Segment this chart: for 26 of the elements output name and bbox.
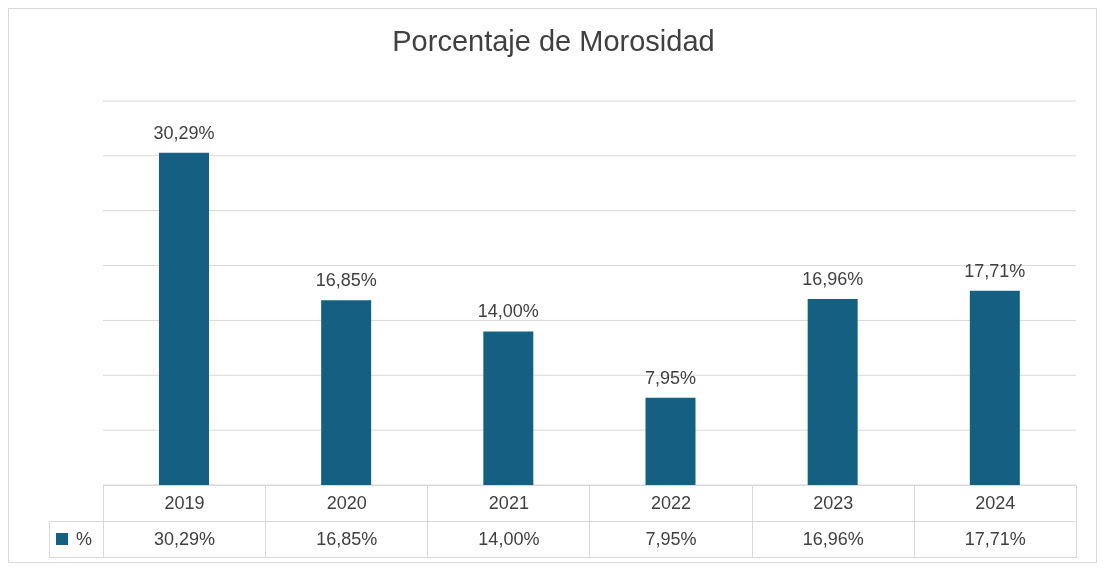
x-tick-label: 2019 (103, 485, 266, 522)
data-label: 16,96% (752, 521, 915, 558)
text: 14,00% (477, 301, 539, 322)
text: 17,71% (964, 260, 1026, 281)
bar (807, 298, 858, 485)
text: 30,29% (153, 122, 215, 143)
text: 7,95% (644, 367, 697, 388)
x-tick-label: 2023 (752, 485, 915, 522)
bar (969, 290, 1020, 485)
x-tick-label: 2022 (589, 485, 753, 522)
text: 16,96% (802, 268, 864, 289)
bar (483, 331, 534, 485)
data-label: 17,71% (914, 521, 1077, 558)
x-tick-label: 2021 (427, 485, 590, 522)
chart-title: Porcentaje de Morosidad (391, 25, 716, 58)
x-tick-label: 2024 (914, 485, 1077, 522)
data-label: 7,95% (589, 521, 753, 558)
bar (645, 397, 696, 485)
data-label: 14,00% (427, 521, 590, 558)
legend-label: % (49, 521, 104, 558)
data-label: 16,85% (265, 521, 428, 558)
data-label: 30,29% (103, 521, 266, 558)
bar (321, 300, 372, 485)
text: 16,85% (315, 270, 377, 291)
bar (159, 152, 209, 485)
x-tick-label: 2020 (265, 485, 428, 522)
